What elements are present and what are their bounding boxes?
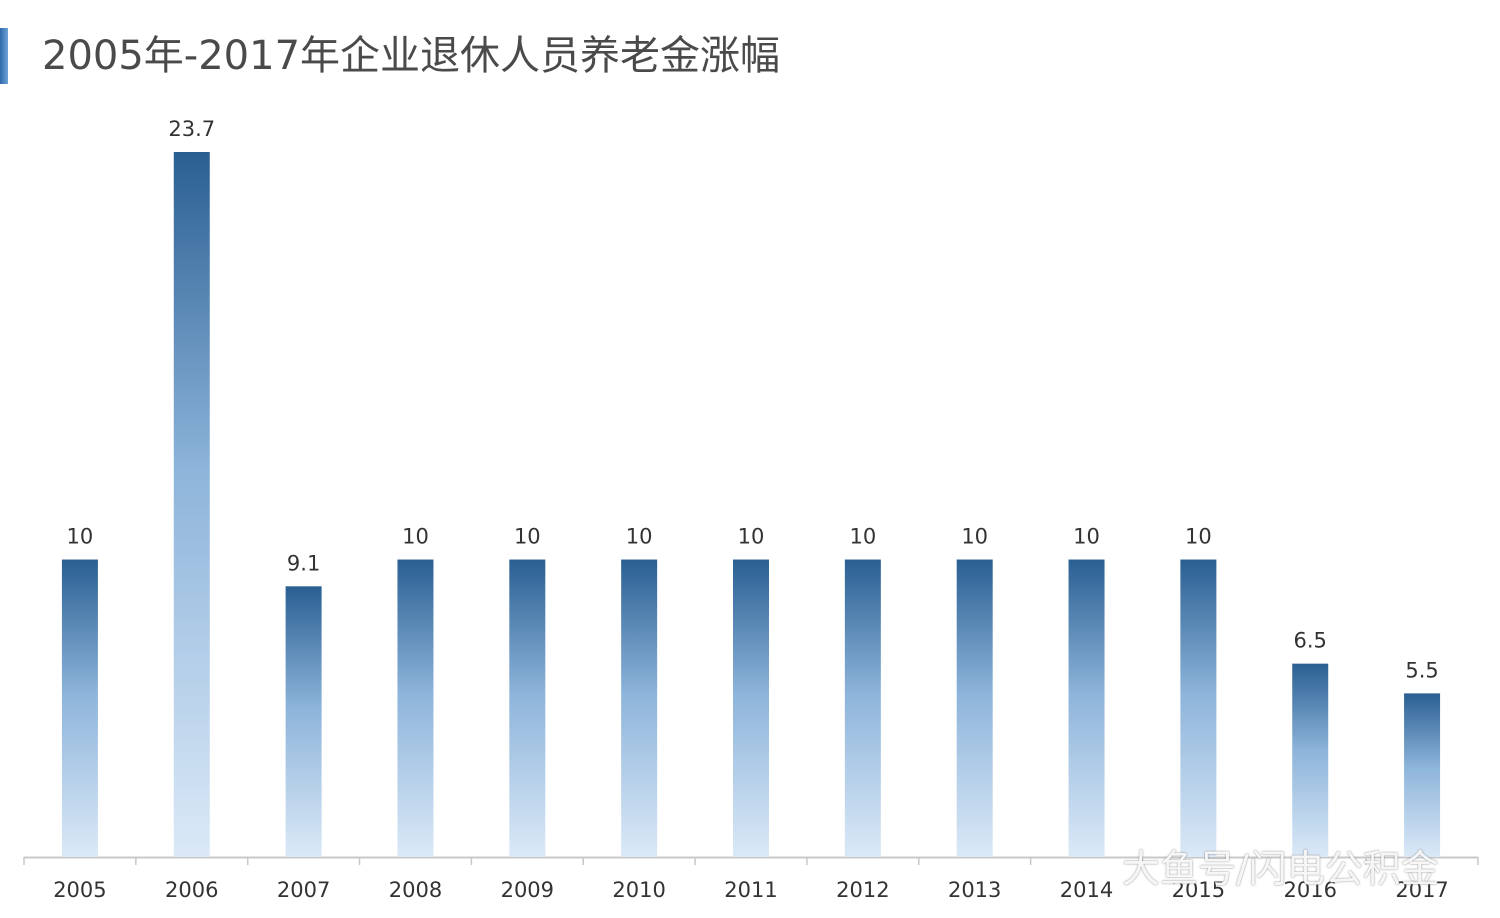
x-tick-label-2005: 2005: [53, 878, 106, 902]
x-tick-label-2016: 2016: [1284, 878, 1337, 902]
data-label-2015: 10: [1185, 525, 1212, 549]
data-label-2011: 10: [738, 525, 765, 549]
bar-2011: [733, 559, 769, 857]
bar-2016: [1292, 663, 1329, 857]
data-label-2005: 10: [67, 525, 94, 549]
data-label-2007: 9.1: [287, 551, 320, 575]
bar-2017: [1404, 693, 1441, 857]
bar-2014: [1068, 559, 1105, 857]
bar-2015: [1180, 559, 1217, 857]
bar-2008: [397, 559, 434, 857]
bar-2007: [285, 586, 322, 857]
title-accent-bar: [0, 28, 8, 84]
bars: [61, 152, 1441, 857]
x-tick-label-2012: 2012: [836, 878, 889, 902]
x-tick-label-2008: 2008: [389, 878, 442, 902]
data-label-2008: 10: [402, 525, 429, 549]
data-label-2010: 10: [626, 525, 653, 549]
bar-2009: [509, 559, 546, 857]
watermark: 大鱼号/闪电公积金: [1122, 847, 1439, 891]
data-label-2009: 10: [514, 525, 541, 549]
data-labels: 10 23.7 9.1 10 10 10 10 10 10 10 10 6.5 5.5: [67, 117, 1439, 682]
data-label-2013: 10: [961, 525, 988, 549]
bar-2006: [173, 152, 210, 857]
x-tick-label-2017: 2017: [1395, 878, 1448, 902]
x-tick-label-2010: 2010: [612, 878, 665, 902]
x-tick-label-2015: 2015: [1172, 878, 1225, 902]
data-label-2006: 23.7: [168, 117, 215, 141]
data-label-2012: 10: [849, 525, 876, 549]
bar-2005: [61, 559, 98, 857]
x-tick-labels: 2005 2006 2007 2008 2009 2010 2011 2012 2013 2014…: [53, 878, 1449, 902]
x-tick-label-2007: 2007: [277, 878, 330, 902]
bar-2013: [956, 559, 993, 857]
data-label-2016: 6.5: [1294, 629, 1327, 653]
x-tick-label-2011: 2011: [724, 878, 777, 902]
bar-2012: [844, 559, 881, 857]
x-axis: [23, 856, 1479, 865]
x-tick-label-2013: 2013: [948, 878, 1001, 902]
data-label-2017: 5.5: [1405, 658, 1438, 682]
bar-2010: [621, 559, 658, 857]
x-tick-label-2006: 2006: [165, 878, 218, 902]
data-label-2014: 10: [1073, 525, 1100, 549]
x-tick-label-2009: 2009: [501, 878, 554, 902]
chart-title: 2005年-2017年企业退休人员养老金涨幅: [42, 33, 781, 79]
x-tick-label-2014: 2014: [1060, 878, 1113, 902]
